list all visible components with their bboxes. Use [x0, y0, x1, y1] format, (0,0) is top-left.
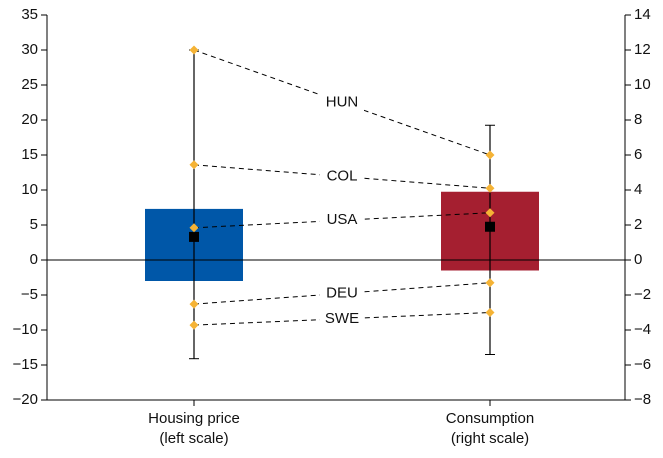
y2-tick-label: 14	[634, 6, 651, 23]
y2-tick-label: −8	[634, 391, 651, 408]
y-tick-label: 5	[30, 216, 38, 233]
y2-tick-label: −4	[634, 321, 651, 338]
y-tick-label: 0	[30, 251, 38, 268]
label-bg	[320, 308, 364, 329]
y-tick-label: 20	[21, 111, 38, 128]
country-marker	[485, 308, 495, 317]
y-tick-label: 15	[21, 146, 38, 163]
label-bg	[320, 92, 364, 113]
y2-tick-label: 12	[634, 41, 651, 58]
y-tick-label: 30	[21, 41, 38, 58]
y2-tick-label: 8	[634, 111, 642, 128]
country-marker	[189, 160, 199, 170]
country-marker	[485, 183, 495, 193]
country-marker	[485, 150, 495, 160]
y2-tick-label: −2	[634, 286, 651, 303]
country-marker	[189, 299, 199, 309]
y-tick-label: −5	[21, 286, 38, 303]
y-tick-label: 25	[21, 76, 38, 93]
y2-tick-label: 6	[634, 146, 642, 163]
x-tick-label: Consumption	[446, 410, 534, 427]
x-tick-label: Housing price	[148, 410, 240, 427]
y-tick-label: −15	[13, 356, 38, 373]
label-bg	[320, 166, 364, 187]
country-marker	[189, 223, 199, 233]
country-label: DEU	[326, 284, 358, 301]
country-label: USA	[327, 211, 358, 228]
country-label: SWE	[325, 310, 359, 327]
x-tick-note: (right scale)	[451, 430, 529, 447]
country-label: COL	[327, 167, 358, 184]
y-tick-label: −20	[13, 391, 38, 408]
y-tick-label: −10	[13, 321, 38, 338]
country-label: HUN	[326, 93, 359, 110]
label-bg	[320, 283, 364, 304]
y2-tick-label: 0	[634, 251, 642, 268]
y-tick-label: 35	[21, 6, 38, 23]
mean-marker	[189, 231, 199, 242]
country-marker	[485, 208, 495, 218]
x-tick-note: (left scale)	[159, 430, 228, 447]
y2-tick-label: 4	[634, 181, 642, 198]
label-bg	[320, 210, 364, 231]
country-marker	[485, 278, 495, 288]
mean-marker	[485, 221, 495, 232]
country-marker	[189, 45, 199, 55]
y2-tick-label: −6	[634, 356, 651, 373]
country-marker	[189, 320, 199, 330]
y-tick-label: 10	[21, 181, 38, 198]
y2-tick-label: 2	[634, 216, 642, 233]
y2-tick-label: 10	[634, 76, 651, 93]
